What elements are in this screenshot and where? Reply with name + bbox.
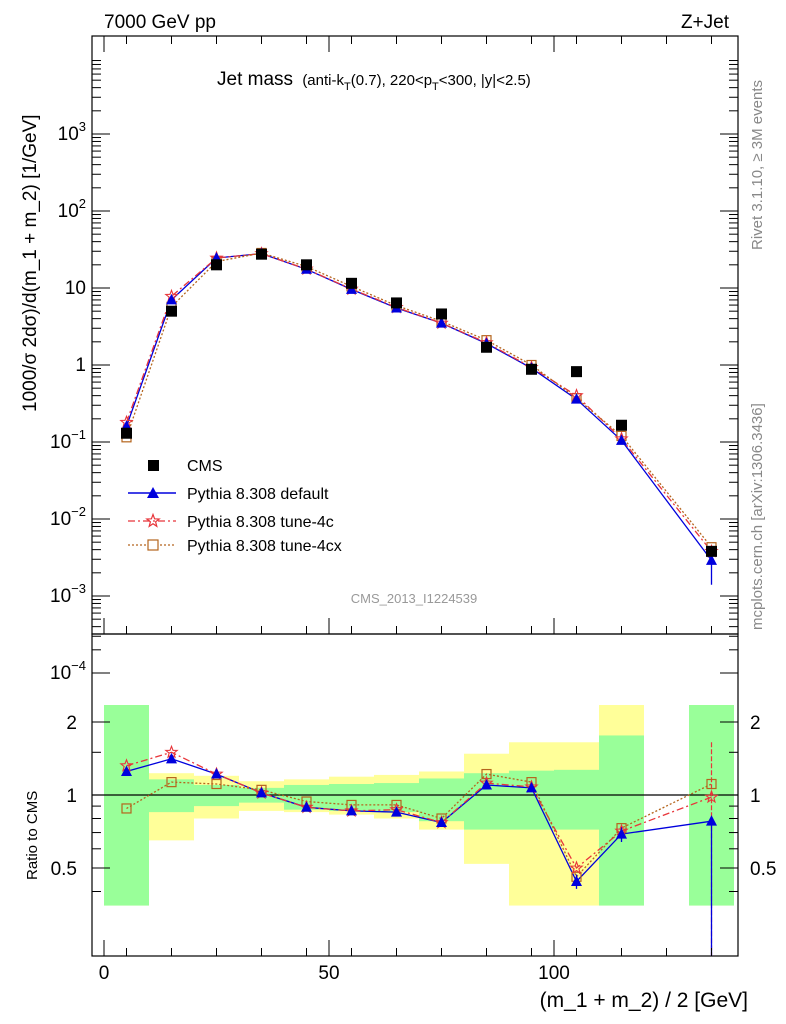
mcplots-reference-label: mcplots.cern.ch [arXiv:1306.3436]	[749, 403, 766, 630]
lower-y-tick-label-left: 2	[66, 713, 77, 734]
upper-y-tick-label: 10	[65, 278, 86, 299]
legend-label-tune4cx: Pythia 8.308 tune-4cx	[187, 538, 342, 555]
chart-title-main: Jet mass	[217, 69, 293, 90]
lower-band-inner	[104, 705, 149, 906]
upper-point-cms	[346, 277, 357, 289]
legend-label-default: Pythia 8.308 default	[187, 486, 329, 503]
lower-y-axis: 0.5 0.5 1 1 2 2	[51, 713, 776, 893]
upper-y-axis-title: 1000/σ 2dσ)/d(m_1 + m_2) [1/GeV]	[20, 114, 41, 412]
legend-marker-tune4c	[145, 512, 161, 528]
chart-title: Jet mass (anti-kT(0.7), 220<pT<300, |y|<…	[217, 69, 531, 93]
lower-point-default	[121, 765, 132, 776]
rivet-version-label: Rivet 3.1.10, ≥ 3M events	[749, 80, 766, 250]
lower-point-default	[706, 815, 717, 826]
upper-point-cms	[436, 308, 447, 320]
legend-marker-default	[147, 487, 159, 498]
upper-point-default	[616, 434, 627, 445]
lower-y-tick-label-right: 2	[750, 713, 761, 734]
upper-y-tick-label: 10−4	[50, 658, 86, 684]
x-axis: 0 50 100	[99, 36, 712, 984]
lower-point-default	[211, 768, 222, 779]
upper-point-cms	[121, 427, 132, 439]
lower-plot-marks	[119, 742, 719, 956]
lower-y-axis-title: Ratio to CMS	[24, 791, 41, 880]
upper-point-default	[436, 317, 447, 328]
legend-label-tune4c: Pythia 8.308 tune-4c	[187, 514, 334, 531]
upper-point-cms	[256, 248, 267, 260]
lower-uncertainty-bands	[104, 705, 734, 906]
upper-point-cms	[301, 259, 312, 271]
upper-point-cms	[706, 545, 717, 557]
lower-band-inner	[599, 735, 644, 906]
lower-band-inner	[149, 779, 194, 813]
lower-point-tune4cx	[166, 777, 177, 788]
lower-y-tick-label-left: 0.5	[51, 859, 77, 880]
lower-band-inner	[419, 778, 464, 822]
upper-point-cms	[481, 341, 492, 353]
lower-point-default	[256, 786, 267, 798]
upper-y-tick-label: 103	[58, 119, 86, 145]
lower-point-tune4cx	[706, 778, 717, 790]
upper-point-cms	[166, 305, 177, 317]
upper-point-cms	[616, 419, 627, 431]
upper-point-cms	[571, 366, 582, 378]
lower-point-default	[571, 875, 582, 886]
upper-series-line-tune4c	[125, 252, 713, 552]
legend-marker-cms	[148, 460, 159, 471]
upper-point-default	[571, 393, 582, 404]
lower-point-default	[391, 806, 402, 817]
upper-point-cms	[211, 259, 222, 271]
x-tick-label: 0	[99, 963, 110, 984]
chart-title-sub-T1: T	[344, 81, 351, 93]
upper-y-tick-label: 102	[58, 196, 86, 222]
lower-point-tune4cx	[121, 803, 132, 814]
lower-point-default	[301, 801, 312, 812]
upper-y-tick-label: 1	[75, 355, 86, 376]
upper-point-cms	[526, 363, 537, 375]
upper-point-default	[166, 293, 177, 305]
chart-title-sub-suffix: <300, |y|<2.5)	[439, 72, 531, 89]
upper-plot-marks	[119, 246, 719, 585]
x-tick-label: 100	[538, 963, 570, 984]
upper-y-tick-label: 10−1	[50, 427, 86, 453]
header-process-label: Z+Jet	[681, 12, 730, 33]
lower-point-default	[166, 752, 177, 764]
chart-title-sub: (anti-k	[302, 72, 344, 89]
lower-point-default	[526, 781, 537, 793]
header-beam-label: 7000 GeV pp	[104, 12, 216, 33]
upper-series-line-tune4cx	[125, 252, 713, 548]
lower-band-inner	[554, 769, 599, 830]
lower-point-default	[616, 828, 627, 839]
lower-point-default	[436, 816, 447, 828]
lower-point-tune4c	[704, 789, 719, 804]
lower-point-tune4cx	[211, 778, 222, 790]
analysis-label: CMS_2013_I1224539	[351, 591, 478, 606]
upper-y-axis: 10−4 10−3 10−2 10−1 1 10 102 103	[50, 60, 738, 684]
x-tick-label: 50	[318, 963, 339, 984]
upper-y-tick-label: 10−3	[50, 581, 86, 607]
legend-label-cms: CMS	[187, 458, 223, 475]
chart-title-sub-mid: (0.7), 220<p	[351, 72, 432, 89]
upper-point-default	[706, 554, 717, 565]
upper-point-cms	[391, 297, 402, 309]
lower-point-default	[481, 778, 492, 790]
legend-marker-tune4cx	[147, 539, 159, 551]
x-axis-title: (m_1 + m_2) / 2 [GeV]	[540, 989, 748, 1012]
lower-y-tick-label-right: 0.5	[750, 859, 776, 880]
chart-title-sub-T2: T	[432, 81, 439, 93]
lower-point-tune4c	[569, 860, 584, 875]
upper-y-tick-label: 10−2	[50, 504, 86, 530]
lower-point-default	[346, 804, 357, 816]
lower-y-tick-label-left: 1	[66, 786, 77, 807]
legend: CMS Pythia 8.308 default Pythia 8.308 tu…	[128, 458, 342, 555]
lower-y-tick-label-right: 1	[750, 786, 761, 807]
lower-series-line-tune4cx	[126, 773, 712, 878]
